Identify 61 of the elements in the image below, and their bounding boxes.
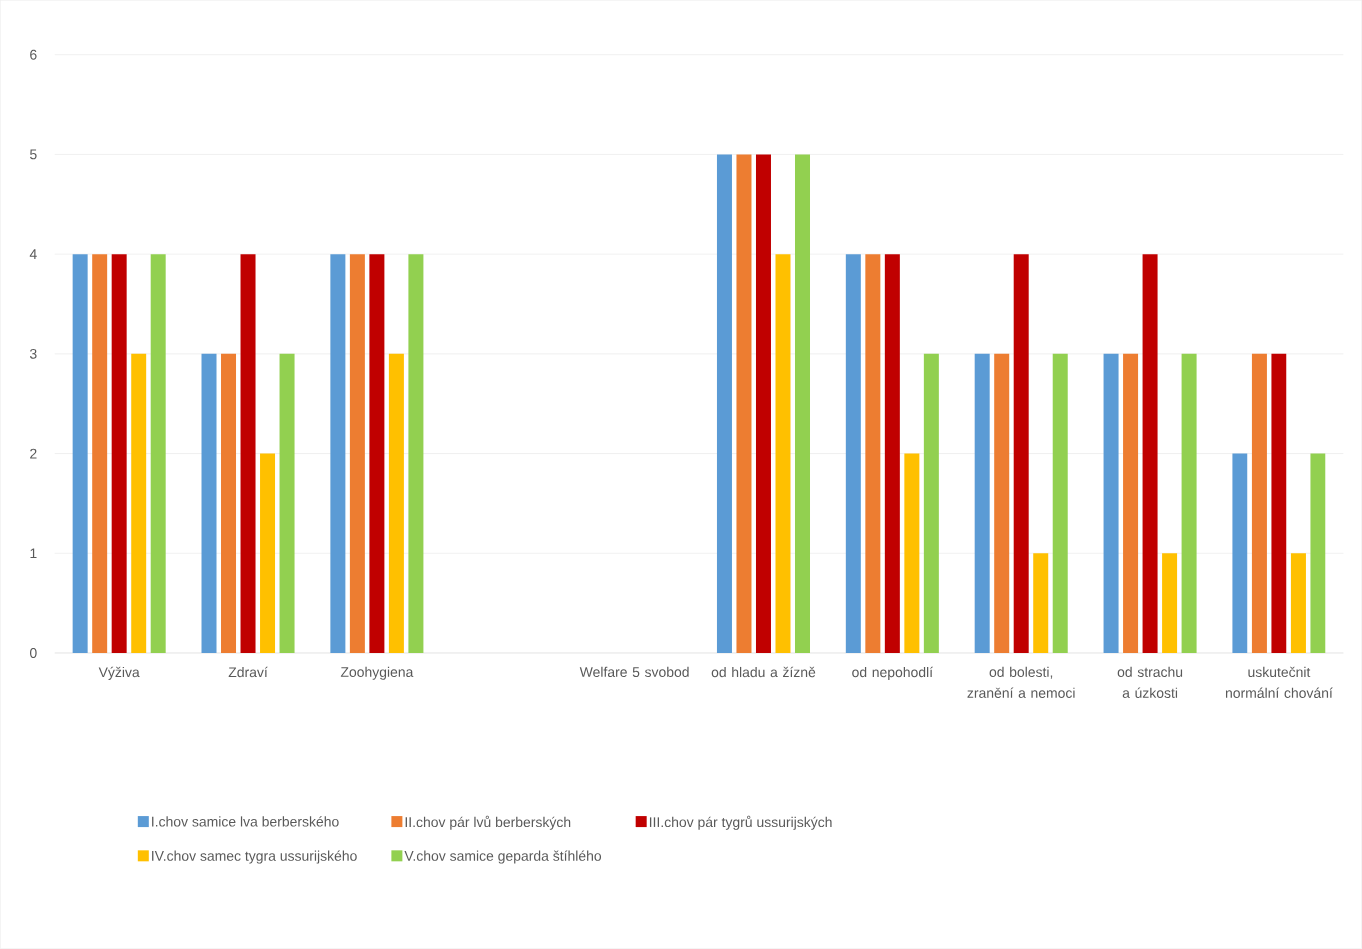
bar — [201, 353, 217, 654]
bar — [1142, 254, 1158, 654]
y-tick-label: 0 — [29, 648, 37, 659]
bar — [72, 254, 88, 654]
bar — [1310, 453, 1326, 654]
y-tick-label: 3 — [29, 348, 37, 359]
x-tick-label: Výživa — [98, 666, 140, 681]
bar — [240, 254, 256, 654]
x-tick-label: od strachu a úzkosti — [1117, 666, 1183, 699]
bar — [408, 254, 424, 654]
bar — [1181, 353, 1197, 654]
legend-label: V.chov samice geparda štíhlého — [404, 850, 602, 864]
bar — [1251, 353, 1267, 654]
bar — [1033, 553, 1049, 654]
x-tick-label: od nepohodlí — [852, 666, 933, 681]
legend-label: IV.chov samec tygra ussurijského — [152, 850, 357, 864]
bar — [330, 254, 346, 654]
bar — [1290, 553, 1306, 654]
bar — [111, 254, 127, 654]
bar — [736, 154, 752, 654]
x-tick-label: Zdraví — [228, 666, 268, 678]
bar — [716, 154, 732, 654]
bar — [349, 254, 365, 654]
bar — [795, 154, 810, 654]
bar — [865, 254, 881, 654]
bar — [1232, 453, 1248, 654]
bar — [1103, 353, 1119, 654]
bar — [904, 453, 920, 654]
bar — [974, 353, 990, 654]
bar — [845, 254, 861, 654]
x-tick-label: od hladu a žízně — [711, 666, 816, 678]
bar — [279, 353, 295, 654]
bar — [369, 254, 385, 654]
bar — [388, 353, 404, 654]
bar — [1162, 553, 1178, 654]
legend-label: II.chov pár lvů berberských — [405, 815, 571, 830]
bar — [755, 154, 771, 654]
y-tick-label: 1 — [30, 548, 37, 559]
bar — [260, 453, 276, 654]
legend-label: I.chov samice lva berberského — [152, 816, 339, 827]
bar — [994, 353, 1010, 654]
x-tick-label: Zoohygiena — [340, 666, 414, 680]
bar — [92, 254, 108, 654]
bar — [150, 254, 166, 654]
bar — [131, 353, 147, 654]
bar — [923, 353, 939, 654]
legend-label: III.chov pár tygrů ussurijských — [649, 815, 832, 830]
bar — [884, 254, 900, 654]
bar — [775, 254, 791, 654]
bar — [1123, 353, 1139, 654]
x-tick-label: uskutečnit normální chování — [1225, 666, 1333, 699]
bar — [1013, 254, 1029, 654]
bar — [221, 353, 237, 654]
x-tick-label: Welfare 5 svobod — [579, 666, 689, 678]
x-tick-label: od bolesti, zranění a nemoci — [967, 666, 1075, 699]
y-tick-label: 2 — [30, 448, 37, 459]
y-tick-label: 4 — [29, 249, 37, 260]
y-tick-label: 5 — [30, 149, 37, 160]
y-tick-label: 6 — [30, 49, 37, 60]
bar — [1052, 353, 1068, 654]
bar — [1271, 353, 1287, 654]
